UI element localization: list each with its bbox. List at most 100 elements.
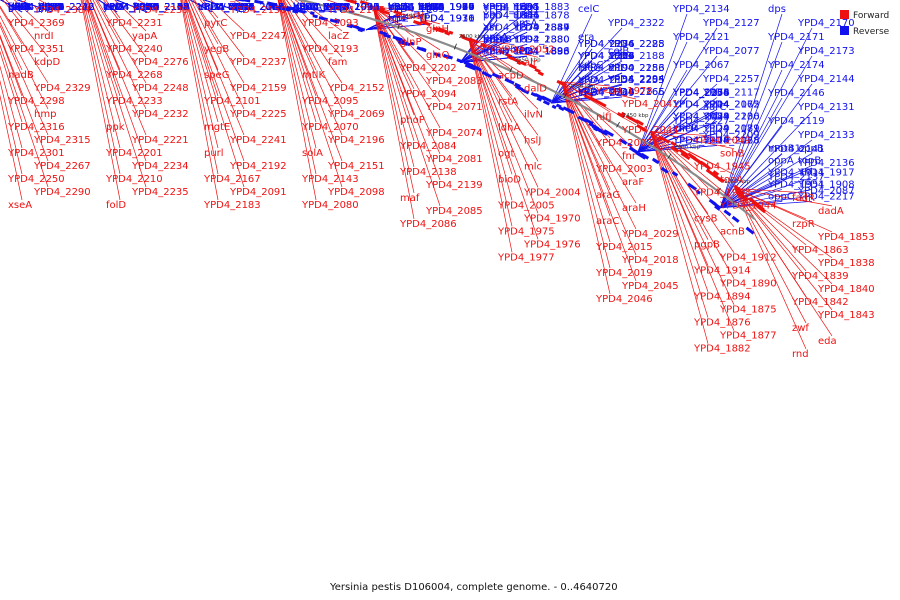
forward-gene-label: YPD4_2316 — [7, 122, 65, 133]
reverse-gene-label: YPD4_1967 — [417, 2, 475, 13]
reverse-gene-label: tus — [323, 2, 338, 13]
reverse-gene-label: YPD4_2227 — [672, 116, 730, 127]
reverse-gene-label: YPD4_2285 — [607, 39, 665, 50]
reverse-gene-arrow — [714, 204, 721, 211]
forward-gene-arrow — [756, 205, 767, 214]
leader-line — [89, 0, 147, 136]
reverse-gene-label: YPD4_1988 — [292, 2, 350, 13]
reverse-gene-arrow — [282, 7, 292, 12]
reverse-gene-label: YPD4_2175 — [672, 88, 730, 99]
reverse-gene-label: YPD4_1917 — [797, 167, 855, 178]
leader-line — [561, 81, 637, 100]
forward-gene-label: YPD4_2290 — [33, 187, 91, 198]
reverse-gene-label: motB1 — [768, 143, 801, 154]
forward-gene-label: YPD4_2007 — [595, 138, 653, 149]
reverse-gene-label: YPD4_2107 — [227, 2, 285, 13]
reverse-gene-label: YPD4_2251 — [7, 2, 65, 13]
reverse-gene-label: YPD4_1910 — [417, 14, 475, 25]
forward-gene-label: YPD4_1944 — [719, 201, 777, 212]
reverse-gene-label: ispZ — [418, 2, 439, 13]
reverse-gene-label: holB — [133, 2, 155, 13]
leader-line — [650, 131, 735, 279]
reverse-gene-arrow — [420, 47, 426, 52]
forward-gene-arrow — [497, 49, 505, 55]
leader-line — [650, 131, 709, 292]
leader-line — [80, 0, 121, 201]
forward-gene-label: rstA — [498, 96, 518, 107]
leader-line — [469, 39, 539, 84]
forward-gene-label: zwf — [792, 323, 809, 334]
tick-label: 2550 kbp — [515, 58, 541, 64]
reverse-gene-arrow — [312, 14, 318, 19]
reverse-gene-label: goaG — [38, 2, 64, 13]
reverse-gene-label: YPD4_2177 — [132, 2, 190, 13]
forward-gene-label: pyrC — [204, 18, 227, 29]
reverse-gene-arrow — [254, 0, 264, 5]
reverse-gene-arrow — [286, 6, 295, 11]
reverse-gene-label: YPD4_2172 — [702, 100, 760, 111]
reverse-gene-label: YPD4_2255 — [607, 75, 665, 86]
leader-line — [561, 81, 611, 269]
reverse-gene-label: celA — [513, 46, 534, 57]
reverse-gene-label: araB — [293, 2, 316, 13]
reverse-gene-label: YPD4_2104 — [197, 2, 255, 13]
forward-gene-label: topA — [720, 175, 743, 186]
leader-line — [551, 96, 623, 104]
leader-line — [283, 0, 343, 110]
reverse-gene-label: YPD4_2129 — [672, 124, 730, 135]
forward-gene-label: YPD4_2080 — [301, 200, 359, 211]
reverse-gene-arrow — [640, 152, 650, 160]
leader-line — [719, 97, 783, 208]
leader-line — [210, 0, 245, 32]
reverse-gene-label: YPD4_1934 — [387, 2, 445, 13]
reverse-gene-label: YPD4_2218 — [577, 87, 635, 98]
tick-mark — [339, 6, 343, 13]
reverse-gene-label: YPD4_2009 — [292, 2, 350, 13]
leader-line — [372, 6, 415, 38]
reverse-gene-label: YPD4_2037 — [197, 2, 255, 13]
reverse-gene-label: YPD4_2123 — [132, 2, 190, 13]
reverse-gene-label: YPD4_1880 — [512, 34, 570, 45]
reverse-gene-label: YPD4_1992 — [387, 2, 445, 13]
leader-line — [720, 181, 783, 209]
forward-gene-label: maf — [400, 193, 420, 204]
reverse-gene-label: oppA — [768, 155, 794, 166]
reverse-gene-label: YPD4_1999 — [322, 2, 380, 13]
leader-line — [0, 15, 49, 110]
forward-gene-label: YPD4_2138 — [399, 167, 457, 178]
forward-gene-label: YPD4_2005 — [497, 200, 555, 211]
reverse-gene-label: YPD4_2145 — [102, 2, 160, 13]
forward-gene-label: YPD4_2201 — [105, 148, 163, 159]
reverse-gene-label: YPD4_2170 — [797, 18, 855, 29]
forward-gene-label: YPD4_2150 — [229, 5, 287, 16]
tick-mark — [397, 23, 401, 30]
forward-gene-label: YPD4_2235 — [131, 187, 189, 198]
reverse-gene-label: pdxJ — [8, 2, 30, 13]
reverse-gene-label: YPD4_2171 — [767, 32, 825, 43]
tick-label: 2500 kbp — [569, 84, 595, 90]
leader-line — [81, 0, 121, 175]
reverse-gene-label: YPD4_2137 — [767, 172, 825, 183]
leader-line — [637, 109, 688, 153]
reverse-gene-label: ndk — [8, 2, 27, 13]
reverse-gene-label: YPD4_2133 — [797, 130, 855, 141]
forward-gene-label: hmp — [34, 109, 56, 120]
tick-mark — [716, 187, 721, 194]
reverse-gene-label: hscB — [8, 2, 32, 13]
reverse-gene-label: gutB — [8, 2, 32, 13]
forward-gene-arrow — [596, 100, 607, 108]
reverse-gene-arrow — [695, 189, 701, 195]
forward-gene-label: YPD4_2221 — [131, 135, 189, 146]
leader-line — [561, 81, 637, 230]
forward-gene-arrow — [578, 88, 584, 94]
reverse-gene-label: YPD4_2053 — [227, 2, 285, 13]
reverse-gene-label: YPD4_1947 — [292, 2, 350, 13]
reverse-gene-label: YPD4_2173 — [797, 46, 855, 57]
forward-gene-label: fadR — [792, 193, 815, 204]
reverse-gene-label: hscA — [38, 2, 62, 13]
reverse-gene-label: xthA — [418, 2, 441, 13]
reverse-gene-label: YPD4_1961 — [322, 2, 380, 13]
reverse-gene-label: YPD4_2109 — [227, 2, 285, 13]
reverse-gene-label: YPD4_2256 — [577, 51, 635, 62]
forward-gene-label: YPD4_2151 — [327, 161, 385, 172]
